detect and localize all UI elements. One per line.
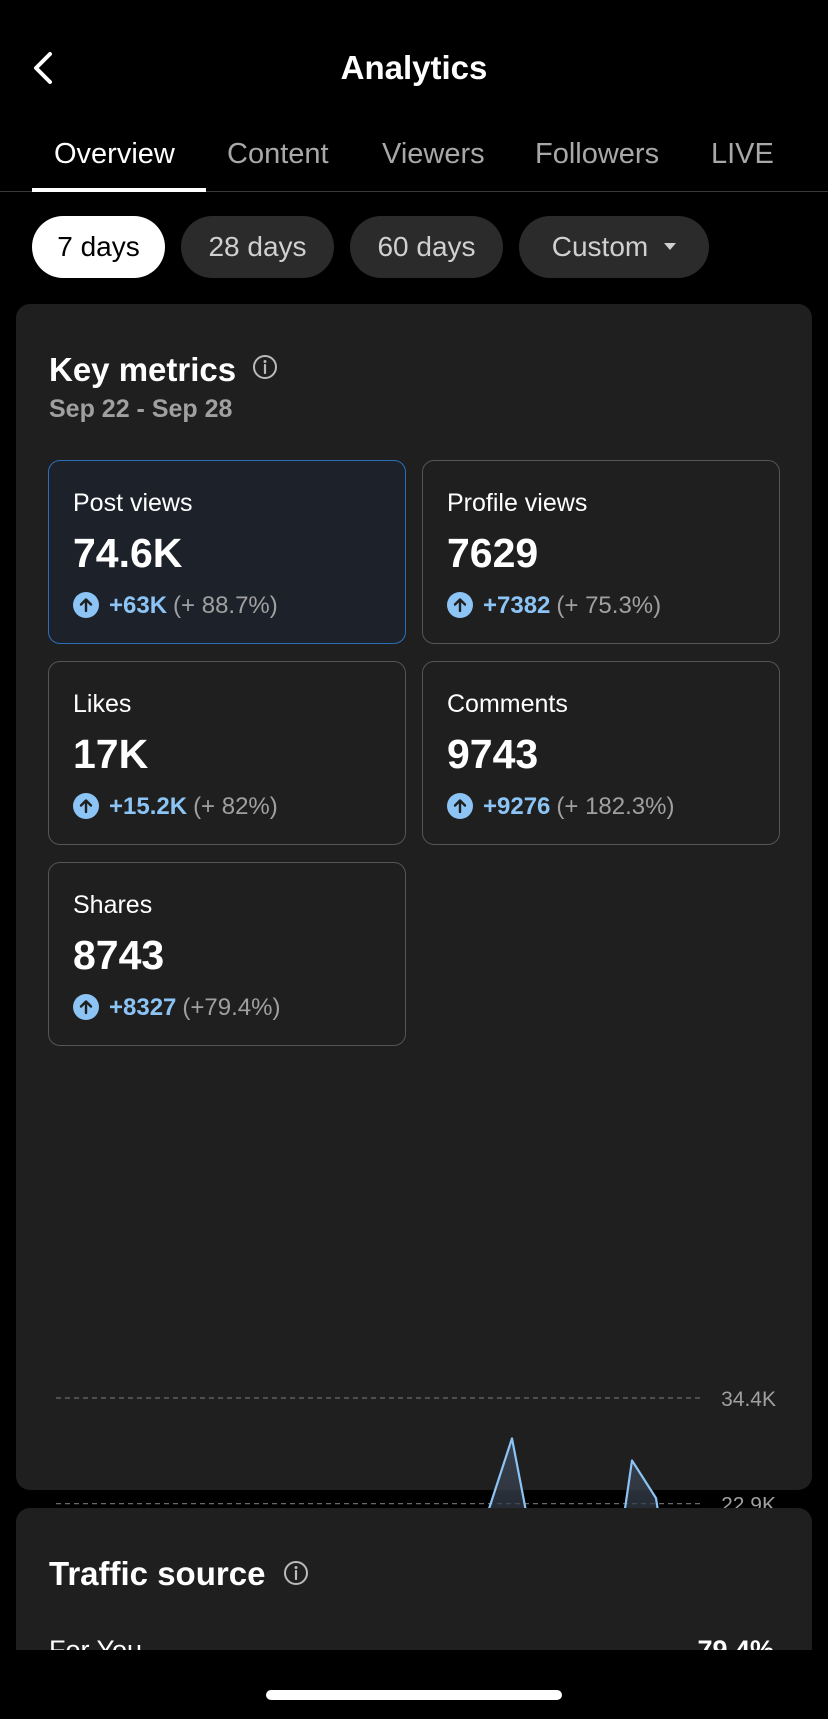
metric-change: +15.2K (+ 82%) bbox=[73, 792, 278, 822]
metric-value: 8743 bbox=[73, 932, 165, 978]
metric-value: 9743 bbox=[447, 731, 539, 777]
metric-profile-views[interactable]: Profile views 7629 +7382 (+ 75.3%) bbox=[422, 460, 780, 644]
y-tick-label: 34.4K bbox=[721, 1388, 776, 1411]
tab-content[interactable]: Content bbox=[227, 138, 329, 170]
metric-label: Post views bbox=[73, 489, 193, 517]
metric-delta: +7382 bbox=[483, 592, 551, 619]
tab-overview[interactable]: Overview bbox=[54, 138, 175, 170]
metric-shares[interactable]: Shares 8743 +8327 (+79.4%) bbox=[48, 862, 406, 1046]
metric-label: Likes bbox=[73, 690, 132, 718]
metric-label: Profile views bbox=[447, 489, 588, 517]
page-title: Analytics bbox=[340, 49, 488, 86]
tab-followers[interactable]: Followers bbox=[535, 138, 660, 170]
chip-60-days[interactable]: 60 days bbox=[350, 216, 503, 278]
back-button[interactable] bbox=[28, 44, 64, 92]
active-tab-indicator bbox=[32, 188, 206, 192]
metric-value: 74.6K bbox=[73, 530, 183, 576]
chevron-left-icon bbox=[34, 52, 52, 84]
traffic-source-title: Traffic source bbox=[49, 1555, 266, 1592]
metric-percent: (+ 75.3%) bbox=[556, 592, 662, 619]
caret-down-icon bbox=[664, 243, 677, 251]
info-icon[interactable] bbox=[252, 354, 278, 380]
metric-change: +63K (+ 88.7%) bbox=[73, 591, 278, 621]
tab-live[interactable]: LIVE bbox=[711, 138, 774, 170]
chip-28-days[interactable]: 28 days bbox=[181, 216, 334, 278]
metric-percent: (+ 82%) bbox=[193, 793, 278, 820]
metric-delta: +9276 bbox=[483, 793, 551, 820]
home-indicator[interactable] bbox=[266, 1690, 562, 1700]
header: Analytics bbox=[0, 0, 828, 120]
chip-custom-label: Custom bbox=[551, 231, 649, 262]
info-icon[interactable] bbox=[283, 1560, 309, 1586]
metric-delta: +63K bbox=[109, 592, 168, 619]
metric-percent: (+ 88.7%) bbox=[173, 592, 278, 619]
bottom-bar bbox=[0, 1650, 828, 1719]
tab-bar: Overview Content Viewers Followers LIVE bbox=[0, 120, 828, 192]
metric-value: 17K bbox=[73, 731, 149, 777]
chip-custom[interactable]: Custom bbox=[519, 216, 709, 278]
chip-7-days[interactable]: 7 days bbox=[32, 216, 165, 278]
metric-likes[interactable]: Likes 17K +15.2K (+ 82%) bbox=[48, 661, 406, 845]
arrow-up-circle-icon bbox=[73, 993, 99, 1020]
metric-label: Shares bbox=[73, 891, 153, 919]
key-metrics-title: Key metrics bbox=[49, 351, 237, 388]
key-metrics-card: Key metrics Sep 22 - Sep 28 Post views 7… bbox=[16, 304, 812, 1716]
metric-label: Comments bbox=[447, 690, 568, 718]
metric-post-views[interactable]: Post views 74.6K +63K (+ 88.7%) bbox=[48, 460, 406, 644]
arrow-up-circle-icon bbox=[73, 591, 99, 618]
date-range-chips: 7 days 28 days 60 days Custom bbox=[0, 216, 828, 278]
arrow-up-circle-icon bbox=[447, 792, 473, 819]
metric-change: +8327 (+79.4%) bbox=[73, 993, 280, 1023]
metric-delta: +8327 bbox=[109, 994, 177, 1021]
tab-viewers[interactable]: Viewers bbox=[382, 138, 485, 170]
metric-comments[interactable]: Comments 9743 +9276 (+ 182.3%) bbox=[422, 661, 780, 845]
metric-delta: +15.2K bbox=[109, 793, 188, 820]
metric-percent: (+79.4%) bbox=[182, 994, 281, 1021]
metric-change: +7382 (+ 75.3%) bbox=[447, 591, 661, 621]
arrow-up-circle-icon bbox=[447, 591, 473, 618]
arrow-up-circle-icon bbox=[73, 792, 99, 819]
metric-change: +9276 (+ 182.3%) bbox=[447, 792, 674, 822]
metric-value: 7629 bbox=[447, 530, 539, 576]
metric-percent: (+ 182.3%) bbox=[556, 793, 675, 820]
date-range-label: Sep 22 - Sep 28 bbox=[49, 395, 233, 423]
